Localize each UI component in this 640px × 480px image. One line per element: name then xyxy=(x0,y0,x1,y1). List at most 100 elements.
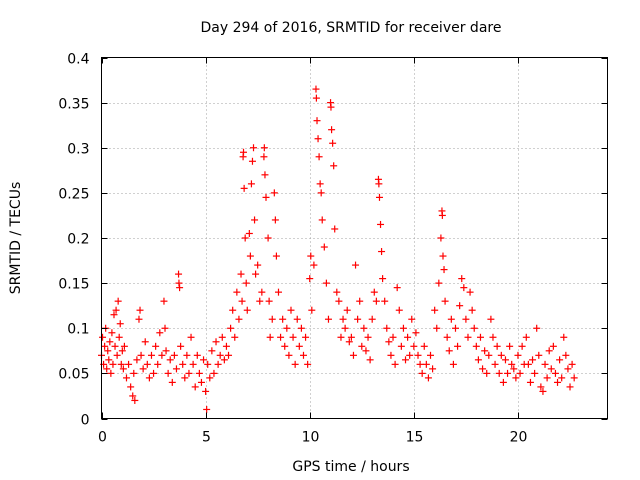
data-point xyxy=(162,347,170,355)
data-point xyxy=(316,180,324,188)
data-point xyxy=(106,338,114,346)
data-point xyxy=(191,383,199,391)
data-point xyxy=(131,396,139,404)
data-point xyxy=(240,148,248,156)
data-point xyxy=(235,315,243,323)
data-point xyxy=(291,360,299,368)
data-point xyxy=(197,378,205,386)
data-point xyxy=(324,315,332,323)
data-point xyxy=(225,351,233,359)
data-point xyxy=(170,351,178,359)
data-point xyxy=(314,135,322,143)
data-point xyxy=(279,315,287,323)
data-point xyxy=(108,329,116,337)
y-axis-label: SRMTID / TECUs xyxy=(8,182,24,295)
data-point xyxy=(328,126,336,134)
data-point xyxy=(317,189,325,197)
data-point xyxy=(237,270,245,278)
data-point xyxy=(103,365,111,373)
data-point xyxy=(295,342,303,350)
data-point xyxy=(358,342,366,350)
data-point xyxy=(177,342,185,350)
data-point xyxy=(439,252,447,260)
data-point xyxy=(506,342,514,350)
data-point xyxy=(203,405,211,413)
data-point xyxy=(141,338,149,346)
data-point xyxy=(145,374,153,382)
data-point xyxy=(395,306,403,314)
data-point xyxy=(562,351,570,359)
data-point xyxy=(289,333,297,341)
data-point xyxy=(431,306,439,314)
data-point xyxy=(101,342,109,350)
y-tick-label: 0 xyxy=(81,413,90,429)
data-point xyxy=(202,387,210,395)
data-point xyxy=(195,369,203,377)
y-tick-label: 0.25 xyxy=(58,187,89,203)
data-point xyxy=(161,324,169,332)
data-point xyxy=(242,279,250,287)
data-point xyxy=(504,369,512,377)
data-point xyxy=(414,351,422,359)
data-point xyxy=(119,365,127,373)
data-point xyxy=(185,369,193,377)
data-point xyxy=(176,284,184,292)
data-point xyxy=(389,333,397,341)
data-point xyxy=(247,180,255,188)
data-point xyxy=(372,297,380,305)
data-point xyxy=(545,347,553,355)
data-point xyxy=(287,306,295,314)
data-point xyxy=(354,315,362,323)
data-point xyxy=(260,153,268,161)
data-point xyxy=(427,351,435,359)
data-point xyxy=(399,324,407,332)
data-point xyxy=(381,297,389,305)
data-point xyxy=(331,225,339,233)
data-point xyxy=(299,351,307,359)
data-point xyxy=(456,302,464,310)
data-point xyxy=(110,311,118,319)
data-point xyxy=(404,333,412,341)
data-point xyxy=(531,369,539,377)
data-point xyxy=(310,261,318,269)
data-point xyxy=(406,351,414,359)
data-point xyxy=(364,333,372,341)
data-point xyxy=(179,360,187,368)
x-axis-label: GPS time / hours xyxy=(292,459,409,475)
data-point xyxy=(566,383,574,391)
data-point xyxy=(385,338,393,346)
data-point xyxy=(535,351,543,359)
data-point xyxy=(485,351,493,359)
data-point xyxy=(293,315,301,323)
data-point xyxy=(424,374,432,382)
data-point xyxy=(206,374,214,382)
data-point xyxy=(112,306,120,314)
data-point xyxy=(315,153,323,161)
data-point xyxy=(375,193,383,201)
data-point xyxy=(508,360,516,368)
data-point xyxy=(125,360,133,368)
data-point xyxy=(438,211,446,219)
data-point xyxy=(418,369,426,377)
data-point xyxy=(187,333,195,341)
data-point xyxy=(136,306,144,314)
x-tick-label: 20 xyxy=(510,430,528,446)
data-point xyxy=(322,279,330,287)
data-point xyxy=(560,333,568,341)
data-point xyxy=(116,320,124,328)
data-point xyxy=(304,360,312,368)
data-point xyxy=(139,365,147,373)
data-point xyxy=(270,189,278,197)
data-point xyxy=(168,378,176,386)
data-point xyxy=(220,356,228,364)
data-point xyxy=(499,378,507,386)
data-point xyxy=(297,324,305,332)
data-point xyxy=(118,347,126,355)
data-point xyxy=(231,333,239,341)
data-point xyxy=(271,216,279,224)
data-point xyxy=(262,193,270,201)
data-point xyxy=(166,356,174,364)
data-point xyxy=(556,356,564,364)
data-point xyxy=(341,324,349,332)
data-point xyxy=(472,342,480,350)
